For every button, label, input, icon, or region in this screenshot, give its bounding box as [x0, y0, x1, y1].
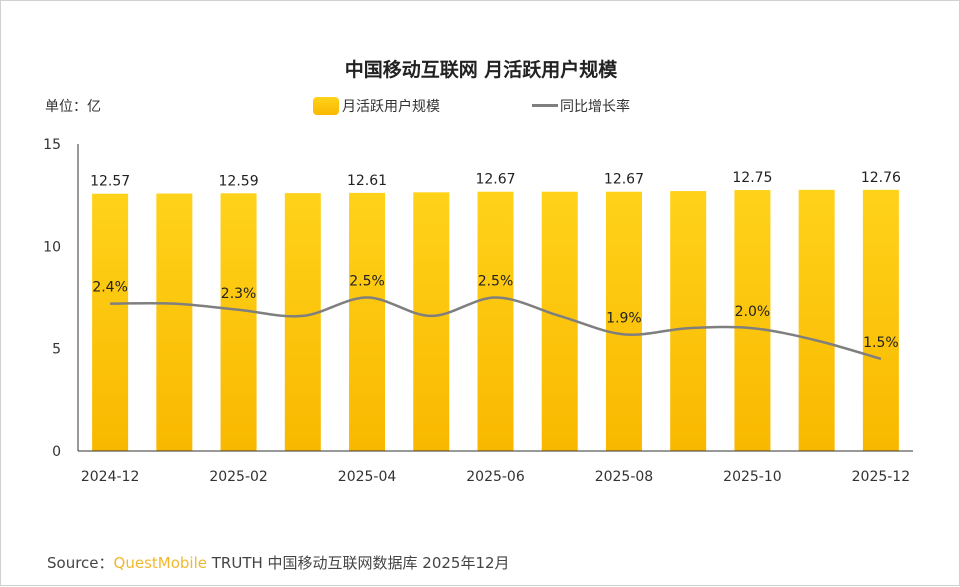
bar [92, 194, 128, 451]
y-tick-label: 0 [52, 444, 61, 460]
bar [863, 190, 899, 451]
x-axis: 2024-12 2025-02 2025-04 2025-06 2025-08 2025-… [78, 451, 913, 485]
legend-line-swatch [532, 104, 558, 107]
bar [285, 193, 321, 451]
y-tick-label: 5 [52, 342, 61, 358]
line-data-label: 1.9% [606, 310, 642, 326]
bar-data-label: 12.57 [90, 174, 130, 190]
source-prefix: Source： [47, 554, 114, 572]
legend-bar-label: 月活跃用户规模 [342, 98, 440, 115]
source-text: TRUTH 中国移动互联网数据库 2025年12月 [207, 554, 510, 572]
bars: 12.57 12.59 12.61 12.67 12.67 12.75 12.76 [90, 170, 901, 451]
legend-bar-swatch [313, 97, 339, 115]
line-data-label: 2.3% [221, 286, 257, 302]
x-tick-label: 2025-02 [209, 469, 268, 485]
source-brand: QuestMobile [114, 554, 207, 572]
chart-title: 中国移动互联网 月活跃用户规模 [345, 58, 619, 81]
line-data-label: 2.0% [735, 304, 771, 320]
bar [156, 194, 192, 451]
source-note: Source：QuestMobile TRUTH 中国移动互联网数据库 2025… [47, 552, 510, 573]
y-tick-label: 15 [43, 137, 61, 153]
line-data-label: 1.5% [863, 335, 899, 351]
bar [799, 190, 835, 451]
legend-line-label: 同比增长率 [560, 98, 630, 115]
x-tick-label: 2025-08 [595, 469, 654, 485]
bar [221, 193, 257, 451]
x-tick-label: 2025-06 [466, 469, 525, 485]
x-tick-label: 2025-04 [338, 469, 397, 485]
bar-data-label: 12.61 [347, 173, 387, 189]
y-tick-label: 10 [43, 239, 61, 255]
y-axis: 0 5 10 15 [43, 137, 78, 460]
x-tick-label: 2025-10 [723, 469, 782, 485]
line-data-label: 2.5% [478, 274, 514, 290]
bar-data-label: 12.67 [475, 172, 515, 188]
x-tick-label: 2025-12 [852, 469, 911, 485]
legend: 月活跃用户规模 同比增长率 [313, 97, 630, 115]
bar-data-label: 12.59 [219, 173, 259, 189]
bar-data-label: 12.75 [732, 170, 772, 186]
bar [413, 192, 449, 451]
bar [734, 190, 770, 451]
bar [542, 192, 578, 451]
bar-data-label: 12.67 [604, 172, 644, 188]
x-tick-label: 2024-12 [81, 469, 140, 485]
unit-label: 单位：亿 [45, 99, 101, 115]
line-data-label: 2.4% [92, 280, 128, 296]
line-data-label: 2.5% [349, 274, 385, 290]
bar-data-label: 12.76 [861, 170, 901, 186]
bar [349, 193, 385, 451]
bar [670, 191, 706, 451]
bar [478, 192, 514, 451]
